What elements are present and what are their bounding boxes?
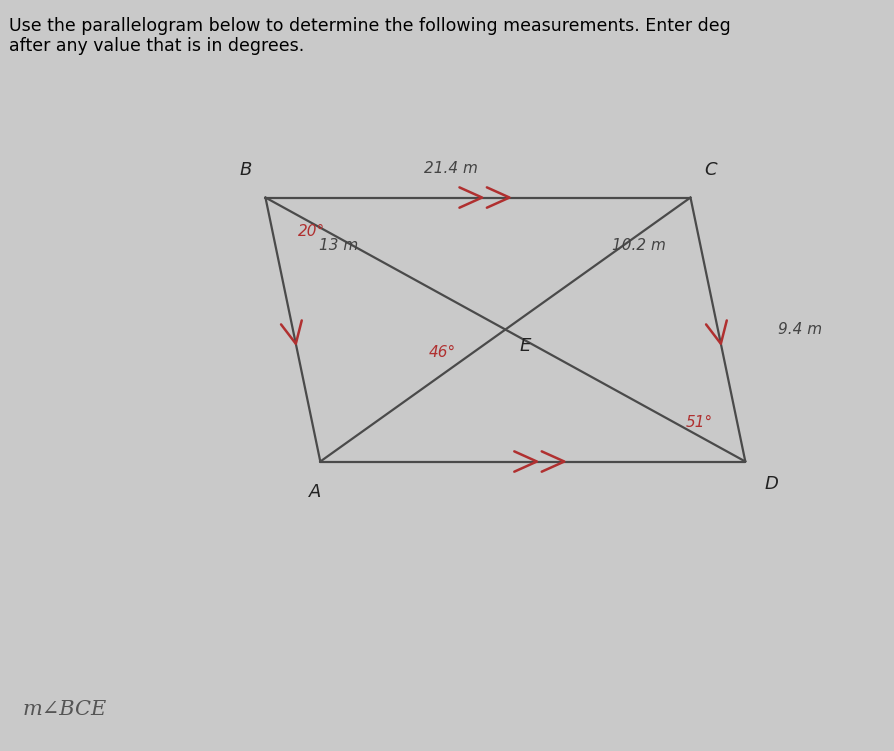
Text: 20°: 20°	[298, 224, 325, 239]
Text: B: B	[239, 161, 251, 179]
Text: A: A	[308, 483, 321, 501]
Text: 21.4 m: 21.4 m	[423, 161, 477, 176]
Text: C: C	[704, 161, 716, 179]
Text: Use the parallelogram below to determine the following measurements. Enter deg: Use the parallelogram below to determine…	[9, 17, 730, 35]
Text: 9.4 m: 9.4 m	[778, 322, 822, 337]
Text: D: D	[763, 475, 778, 493]
Text: 13 m: 13 m	[318, 238, 358, 253]
Text: 51°: 51°	[685, 415, 712, 430]
Text: E: E	[519, 337, 530, 355]
Text: after any value that is in degrees.: after any value that is in degrees.	[9, 37, 304, 55]
Text: 10.2 m: 10.2 m	[611, 238, 665, 253]
Text: 46°: 46°	[428, 345, 456, 360]
Text: m∠BCE: m∠BCE	[22, 701, 106, 719]
